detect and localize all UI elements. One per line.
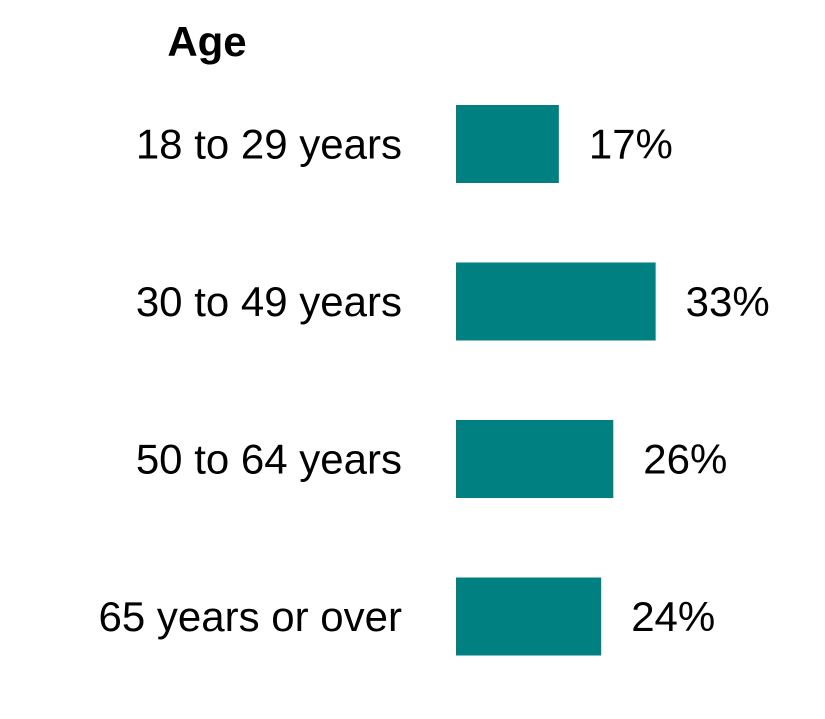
category-label: 18 to 29 years xyxy=(136,121,402,168)
category-label: 50 to 64 years xyxy=(136,436,402,483)
chart-title: Age xyxy=(167,18,246,65)
bar-row: 65 years or over 24% xyxy=(99,577,715,656)
bar xyxy=(456,105,559,183)
bar xyxy=(456,577,602,656)
value-label: 26% xyxy=(643,436,727,483)
category-label: 65 years or over xyxy=(99,593,402,640)
bar-row: 30 to 49 years 33% xyxy=(136,262,770,341)
value-label: 24% xyxy=(631,593,715,640)
value-label: 33% xyxy=(686,278,770,325)
bar xyxy=(456,420,614,498)
bar xyxy=(456,262,656,341)
bar-row: 18 to 29 years 17% xyxy=(136,105,673,183)
category-label: 30 to 49 years xyxy=(136,278,402,325)
bars-layer: 18 to 29 years 17% 30 to 49 years 33% 50 to … xyxy=(99,105,770,656)
value-label: 17% xyxy=(589,121,673,168)
bar-row: 50 to 64 years 26% xyxy=(136,420,727,498)
